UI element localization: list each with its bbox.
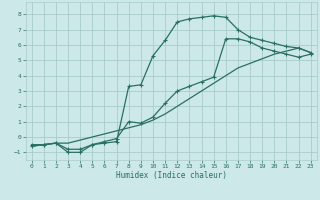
X-axis label: Humidex (Indice chaleur): Humidex (Indice chaleur) bbox=[116, 171, 227, 180]
